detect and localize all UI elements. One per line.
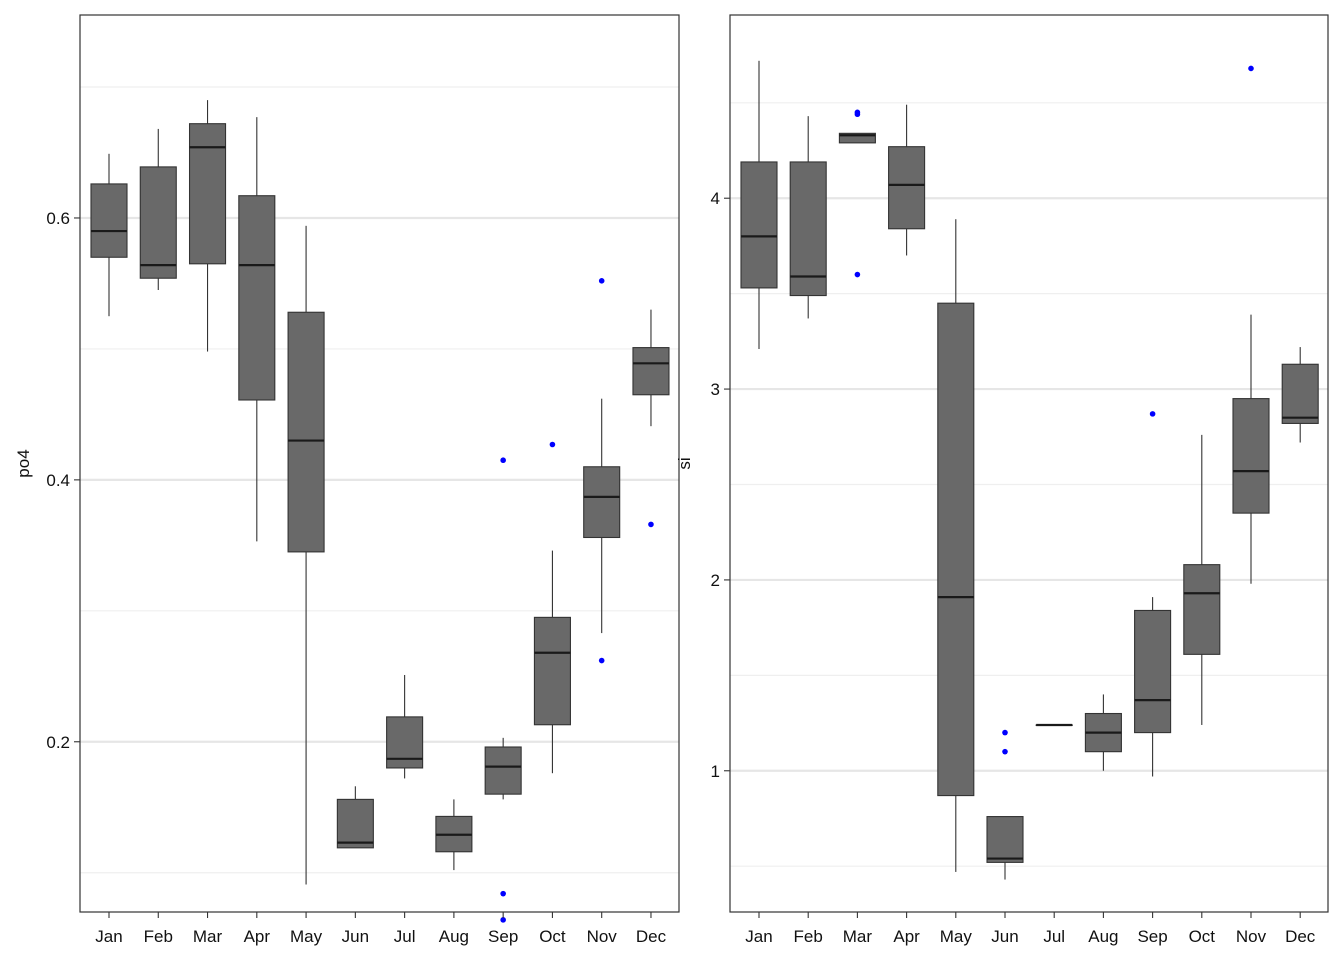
box-body bbox=[336, 798, 374, 849]
box-body bbox=[90, 183, 128, 258]
x-tick-label: Nov bbox=[1236, 927, 1267, 946]
y-tick-label: 0.4 bbox=[46, 471, 70, 490]
outlier-point bbox=[500, 890, 506, 897]
box-body bbox=[789, 161, 827, 297]
y-tick-label: 3 bbox=[711, 380, 720, 399]
panel-border bbox=[79, 14, 680, 913]
box-body bbox=[139, 166, 177, 279]
box-Jun bbox=[986, 729, 1024, 880]
x-tick-label: Mar bbox=[843, 927, 873, 946]
x-tick-label: Jul bbox=[394, 927, 416, 946]
y-tick-label: 0.6 bbox=[46, 209, 70, 228]
box-body bbox=[484, 746, 522, 795]
box-body bbox=[740, 161, 778, 289]
x-tick-label: May bbox=[940, 927, 973, 946]
outlier-point bbox=[500, 457, 506, 464]
box-body bbox=[533, 616, 571, 726]
box-body bbox=[1232, 398, 1270, 514]
box-body bbox=[188, 123, 227, 265]
box-body bbox=[632, 347, 670, 396]
outlier-point bbox=[500, 917, 506, 923]
box-body bbox=[386, 716, 424, 769]
box-Jan bbox=[90, 153, 128, 317]
y-axis-label: po4 bbox=[14, 449, 33, 477]
box-May bbox=[287, 225, 325, 885]
box-Aug bbox=[435, 799, 473, 871]
box-May bbox=[937, 219, 975, 872]
box-Oct bbox=[533, 441, 571, 774]
outlier-point bbox=[854, 111, 861, 118]
panel-po4: 0.2 0.4 0.6 Jan Feb Mar Apr May Jun Jul Aug Sep Oct N… bbox=[14, 14, 680, 946]
box-Mar bbox=[188, 100, 227, 352]
y-axis-label: si bbox=[675, 457, 694, 469]
box-Jul bbox=[1035, 723, 1073, 727]
x-tick-label: Jan bbox=[95, 927, 122, 946]
x-tick-label: Jul bbox=[1043, 927, 1065, 946]
box-Feb bbox=[789, 116, 827, 319]
box-body bbox=[583, 466, 621, 539]
box-body bbox=[287, 311, 325, 553]
box-Nov bbox=[1232, 65, 1270, 584]
box-body bbox=[838, 132, 876, 144]
panel-si: 1 2 3 4 Jan Feb Mar Apr May Jun Jul Aug Sep Oct Nov Dec… bbox=[675, 14, 1329, 946]
x-tick-label: Dec bbox=[1285, 927, 1316, 946]
x-tick-label: Jan bbox=[745, 927, 772, 946]
box-Feb bbox=[139, 128, 177, 290]
box-Dec bbox=[1281, 347, 1319, 443]
outlier-point bbox=[1149, 411, 1156, 417]
box-Dec bbox=[632, 309, 670, 528]
x-tick-label: May bbox=[290, 927, 323, 946]
x-tick-label: Oct bbox=[539, 927, 566, 946]
x-tick-label: Sep bbox=[1137, 927, 1167, 946]
box-body bbox=[1281, 363, 1319, 424]
box-Apr bbox=[888, 104, 926, 256]
box-Jul bbox=[386, 674, 424, 779]
y-tick-label: 4 bbox=[711, 189, 720, 208]
y-tick-label: 0.2 bbox=[46, 733, 70, 752]
outlier-point bbox=[598, 278, 605, 284]
box-body bbox=[986, 816, 1024, 863]
x-tick-label: Aug bbox=[439, 927, 469, 946]
y-tick-label: 2 bbox=[711, 571, 720, 590]
box-Oct bbox=[1183, 434, 1221, 725]
outlier-point bbox=[854, 271, 861, 278]
x-tick-label: Nov bbox=[587, 927, 618, 946]
box-Apr bbox=[238, 117, 276, 542]
x-tick-label: Sep bbox=[488, 927, 518, 946]
box-Sep bbox=[484, 457, 522, 923]
x-tick-label: Apr bbox=[244, 927, 271, 946]
x-tick-label: Mar bbox=[193, 927, 223, 946]
box-body bbox=[1134, 609, 1172, 734]
x-tick-label: Dec bbox=[636, 927, 667, 946]
outlier-point bbox=[598, 657, 605, 664]
x-tick-label: Apr bbox=[893, 927, 920, 946]
box-Mar bbox=[838, 109, 876, 278]
panel-border bbox=[729, 14, 1329, 913]
outlier-point bbox=[1248, 65, 1254, 72]
box-Nov bbox=[583, 278, 621, 664]
outlier-point bbox=[1002, 729, 1008, 736]
x-tick-label: Feb bbox=[794, 927, 823, 946]
box-Aug bbox=[1084, 694, 1122, 771]
box-body bbox=[888, 146, 926, 230]
box-Jan bbox=[740, 60, 778, 349]
box-Sep bbox=[1134, 411, 1172, 777]
box-body bbox=[937, 302, 975, 797]
box-body bbox=[238, 195, 276, 401]
y-tick-label: 1 bbox=[711, 762, 720, 781]
x-tick-label: Jun bbox=[991, 927, 1018, 946]
outlier-point bbox=[648, 521, 654, 528]
x-tick-label: Aug bbox=[1088, 927, 1118, 946]
box-body bbox=[1183, 564, 1221, 655]
x-tick-label: Feb bbox=[144, 927, 173, 946]
box-Jun bbox=[336, 786, 374, 849]
outlier-point bbox=[549, 441, 556, 448]
x-tick-label: Jun bbox=[342, 927, 369, 946]
outlier-point bbox=[1002, 748, 1008, 755]
x-tick-label: Oct bbox=[1189, 927, 1216, 946]
